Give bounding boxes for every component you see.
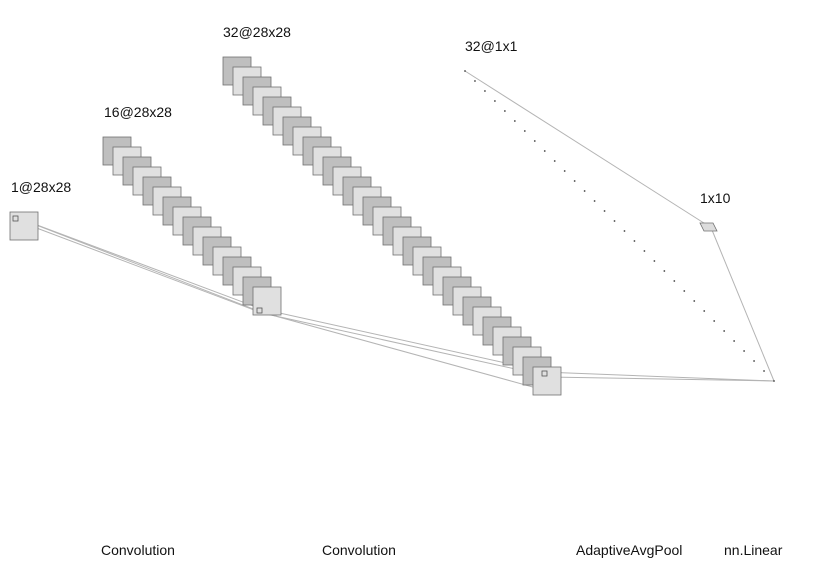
op-label-convolution-2: Convolution <box>322 542 396 558</box>
pooled-unit <box>643 250 646 252</box>
connector-line <box>547 376 775 382</box>
stack-input <box>9 211 39 241</box>
pooled-unit <box>733 340 736 342</box>
pooled-unit <box>613 220 616 222</box>
connector-line <box>256 310 541 390</box>
pooled-vector-dots <box>464 70 775 382</box>
pooled-unit <box>503 110 506 112</box>
pooled-unit <box>513 120 516 122</box>
pooled-unit <box>763 370 765 372</box>
connector-line <box>256 307 543 372</box>
pooled-unit <box>753 360 755 362</box>
connector-line <box>17 220 263 314</box>
stack-conv1 <box>102 136 282 316</box>
label-linear: 1x10 <box>700 190 731 206</box>
connector-lines <box>12 70 775 390</box>
kernel-marker <box>12 215 19 222</box>
connector-line <box>12 215 257 311</box>
connector-line <box>711 229 775 382</box>
pooled-unit <box>623 230 626 232</box>
pooled-unit <box>693 300 696 302</box>
pooled-unit <box>663 270 666 272</box>
pooled-unit <box>593 200 596 202</box>
pooled-unit <box>743 350 745 352</box>
op-label-nn-linear: nn.Linear <box>724 542 783 558</box>
pooled-unit <box>723 330 726 332</box>
op-label-adaptive-avg-pool: AdaptiveAvgPool <box>576 542 683 558</box>
kernel-marker <box>541 370 548 377</box>
connector-line <box>261 312 548 377</box>
pooled-unit <box>653 260 656 262</box>
pooled-unit <box>633 240 636 242</box>
pooled-unit <box>464 70 466 72</box>
label-conv2: 32@28x28 <box>223 24 291 40</box>
pooled-unit <box>533 140 536 142</box>
pooled-unit <box>573 180 576 182</box>
op-label-convolution-1: Convolution <box>101 542 175 558</box>
pooled-unit <box>683 290 686 292</box>
pooled-unit <box>583 190 586 192</box>
kernel-marker <box>256 307 263 314</box>
kernel-markers <box>12 215 548 377</box>
pooled-unit <box>603 210 606 212</box>
pooled-unit <box>673 280 676 282</box>
pooled-unit <box>703 310 706 312</box>
label-pool: 32@1x1 <box>465 38 518 54</box>
pooled-unit <box>563 170 566 172</box>
pooled-unit <box>494 100 496 102</box>
label-conv1: 16@28x28 <box>104 104 172 120</box>
pooled-unit <box>484 90 486 92</box>
pooled-unit <box>523 130 526 132</box>
feature-map <box>252 286 282 316</box>
pooled-unit <box>713 320 716 322</box>
feature-map-stacks <box>9 56 718 396</box>
linear-output-shape <box>699 222 718 232</box>
pooled-unit <box>553 160 556 162</box>
connector-line <box>542 371 775 382</box>
pooled-unit <box>543 150 546 152</box>
label-input: 1@28x28 <box>11 179 72 195</box>
stack-conv2 <box>222 56 562 396</box>
connector-line <box>464 70 708 226</box>
pooled-unit <box>474 80 476 82</box>
feature-map <box>9 211 39 241</box>
pooled-unit <box>773 380 775 382</box>
